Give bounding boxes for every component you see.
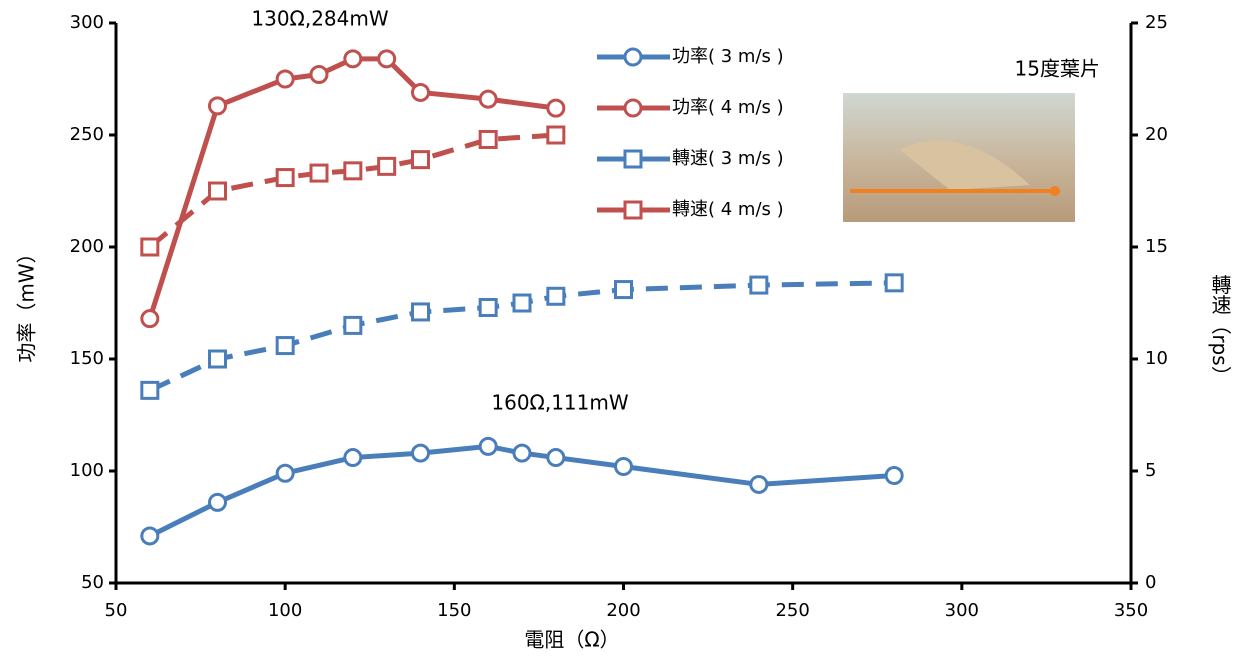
marker xyxy=(548,450,564,466)
y-tick-label: 150 xyxy=(70,348,104,369)
marker xyxy=(277,170,293,186)
marker xyxy=(413,152,429,168)
marker xyxy=(379,158,395,174)
marker xyxy=(277,71,293,87)
marker xyxy=(548,127,564,143)
x-tick-label: 150 xyxy=(437,600,471,621)
marker xyxy=(514,445,530,461)
marker xyxy=(480,91,496,107)
annotation: 130Ω,284mW xyxy=(251,7,388,31)
y-tick-label: 200 xyxy=(70,236,104,257)
x-tick-label: 200 xyxy=(606,600,640,621)
marker xyxy=(345,317,361,333)
marker xyxy=(625,49,641,65)
marker xyxy=(514,295,530,311)
marker xyxy=(142,528,158,544)
x-tick-label: 50 xyxy=(105,600,128,621)
marker xyxy=(311,67,327,83)
marker xyxy=(345,450,361,466)
x-tick-label: 350 xyxy=(1114,600,1148,621)
blade-photo xyxy=(843,93,1075,222)
marker xyxy=(548,288,564,304)
y2-tick-label: 0 xyxy=(1145,572,1156,593)
marker xyxy=(548,100,564,116)
marker xyxy=(616,282,632,298)
marker xyxy=(345,51,361,67)
y-tick-label: 50 xyxy=(81,572,104,593)
y2-axis-title: 轉速（rps） xyxy=(1208,274,1232,386)
marker xyxy=(480,299,496,315)
marker xyxy=(277,338,293,354)
y2-tick-label: 10 xyxy=(1145,348,1168,369)
marker xyxy=(625,202,641,218)
x-tick-label: 300 xyxy=(945,600,979,621)
marker xyxy=(142,311,158,327)
chart: 15度葉片 功率（mW） 轉速（rps） 電阻（Ω） 5010015020025… xyxy=(0,0,1243,659)
x-tick-label: 250 xyxy=(775,600,809,621)
marker xyxy=(210,494,226,510)
marker xyxy=(413,304,429,320)
x-axis-title: 電阻（Ω） xyxy=(524,628,619,652)
marker xyxy=(751,476,767,492)
marker xyxy=(379,51,395,67)
y-tick-label: 250 xyxy=(70,124,104,145)
marker xyxy=(311,165,327,181)
marker xyxy=(616,459,632,475)
y-tick-label: 300 xyxy=(70,12,104,33)
marker xyxy=(210,351,226,367)
marker xyxy=(210,183,226,199)
legend-label: 功率( 4 m/s ) xyxy=(672,97,784,118)
marker xyxy=(277,465,293,481)
marker xyxy=(625,100,641,116)
marker xyxy=(210,98,226,114)
marker xyxy=(413,445,429,461)
marker xyxy=(751,277,767,293)
marker xyxy=(886,467,902,483)
y2-tick-label: 15 xyxy=(1145,236,1168,257)
y-axis-title: 功率（mW） xyxy=(15,243,39,362)
x-tick-label: 100 xyxy=(268,600,302,621)
marker xyxy=(142,239,158,255)
legend-label: 轉速( 3 m/s ) xyxy=(672,148,784,169)
marker xyxy=(625,151,641,167)
y-tick-label: 100 xyxy=(70,460,104,481)
annotation: 160Ω,111mW xyxy=(491,391,628,415)
y2-tick-label: 20 xyxy=(1145,124,1168,145)
legend-label: 功率( 3 m/s ) xyxy=(672,46,784,67)
annotation: 15度葉片 xyxy=(1015,57,1100,81)
y2-tick-label: 25 xyxy=(1145,12,1168,33)
marker xyxy=(480,131,496,147)
marker xyxy=(142,382,158,398)
y2-tick-label: 5 xyxy=(1145,460,1156,481)
marker xyxy=(480,438,496,454)
marker xyxy=(886,275,902,291)
legend-label: 轉速( 4 m/s ) xyxy=(672,199,784,220)
marker xyxy=(345,163,361,179)
marker xyxy=(413,84,429,100)
